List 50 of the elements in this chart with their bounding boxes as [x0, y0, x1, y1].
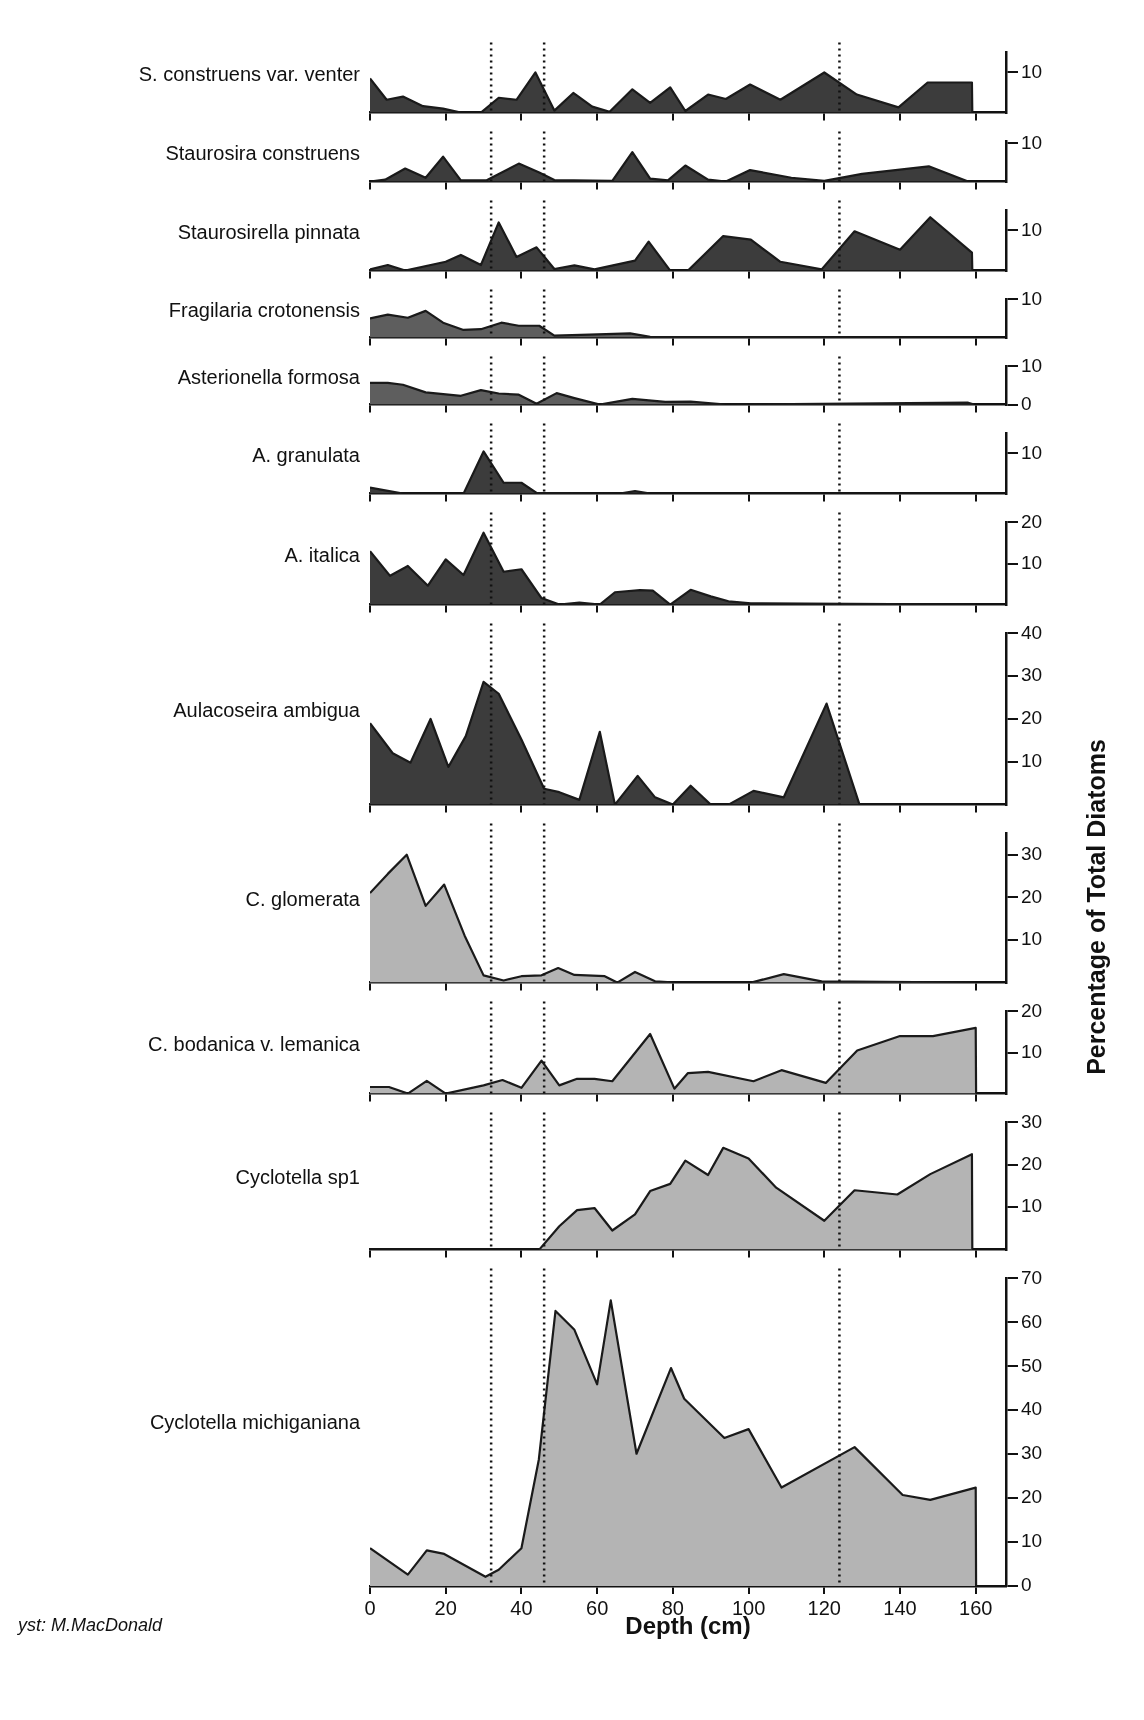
x-tick-label: 20 — [434, 1596, 457, 1619]
y-tick-label: 0 — [1021, 392, 1032, 414]
y-tick-label: 10 — [1021, 287, 1043, 309]
y-tick-label: 20 — [1021, 999, 1043, 1021]
y-tick-label: 10 — [1021, 60, 1043, 82]
y-tick-label: 40 — [1021, 621, 1043, 643]
chart-title: Fragilaria crotonensis — [167, 298, 360, 322]
text: Staurosirella pinnata — [176, 220, 360, 244]
y-tick-label: 70 — [1021, 1266, 1043, 1288]
y-tick-label: 20 — [1021, 510, 1043, 532]
y-tick-label: 10 — [1021, 551, 1043, 573]
y-tick-label: 40 — [1021, 1398, 1043, 1420]
x-tick-label: 140 — [883, 1596, 917, 1619]
y-tick-label: 10 — [1021, 1195, 1043, 1217]
y-tick-label: 20 — [1021, 1153, 1043, 1175]
y-tick-label: 0 — [1021, 1574, 1032, 1596]
x-tick-label: 160 — [959, 1596, 993, 1619]
chart-title: Staurosira construens — [164, 141, 360, 165]
y-tick-label: 60 — [1021, 1310, 1043, 1332]
y-tick-label: 10 — [1021, 1040, 1043, 1062]
y-tick-label: 30 — [1021, 1442, 1043, 1464]
y-tick-label: 10 — [1021, 218, 1043, 240]
x-tick-label: 40 — [510, 1596, 533, 1619]
y-tick-label: 10 — [1021, 131, 1043, 153]
text: C. bodanica v. lemanica — [147, 1032, 360, 1056]
text: S. construens var. venter — [137, 62, 360, 86]
y-tick-label: 10 — [1021, 441, 1043, 463]
chart-title: Asterionella formosa — [176, 365, 360, 389]
y-tick-label: 30 — [1021, 1110, 1043, 1132]
text: C. glomerata — [244, 888, 360, 911]
text: A. granulata — [251, 443, 360, 467]
y-tick-label: 20 — [1021, 1486, 1043, 1508]
text: A. italica — [283, 543, 360, 567]
y-tick-label: 10 — [1021, 928, 1043, 950]
text: Cyclotella sp1 — [234, 1166, 360, 1189]
y-tick-label: 20 — [1021, 885, 1043, 907]
x-tick-label: 0 — [364, 1596, 376, 1619]
x-tick-label: 60 — [586, 1596, 609, 1619]
text: Cyclotella michiganiana — [148, 1411, 360, 1434]
text: yst: M.MacDonald — [18, 1615, 163, 1636]
y-tick-label: 10 — [1021, 750, 1043, 772]
y-tick-label: 20 — [1021, 707, 1043, 729]
y-tick-label: 30 — [1021, 842, 1043, 864]
x-tick-label: 120 — [807, 1596, 841, 1619]
y-tick-label: 10 — [1021, 354, 1043, 376]
y-tick-label: 30 — [1021, 664, 1043, 686]
y-tick-label: 50 — [1021, 1354, 1043, 1376]
y-tick-label: 10 — [1021, 1530, 1043, 1552]
y-axis-title: Percentage of Total Diatoms — [1081, 739, 1111, 1075]
text: Aulacoseira ambigua — [172, 699, 360, 722]
